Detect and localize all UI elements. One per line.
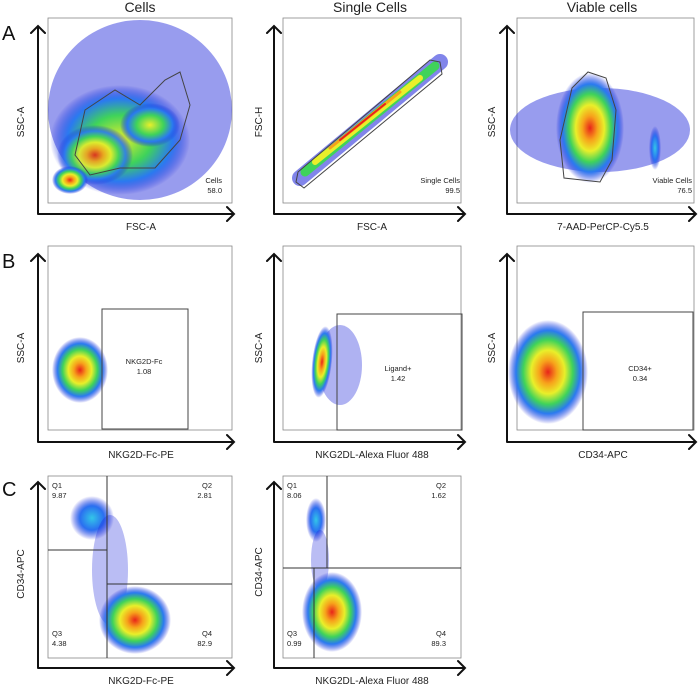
plot-frame (283, 246, 461, 430)
x-axis-label: CD34-APC (578, 450, 627, 461)
x-axis-label: 7-AAD-PerCP-Cy5.5 (557, 222, 649, 233)
quadrant-q2-value: 2.81 (197, 491, 212, 500)
y-axis-label: SSC-A (254, 332, 265, 363)
density-cloud (48, 20, 232, 200)
x-axis-label: NKG2DL-Alexa Fluor 488 (315, 450, 429, 461)
gate-value: 1.42 (391, 374, 406, 383)
y-axis-label: CD34-APC (16, 549, 27, 598)
density-cloud (508, 320, 588, 424)
quadrant-q4-label: Q4 (436, 629, 446, 638)
gate-label: CD34+ (628, 364, 652, 373)
gate-label: Ligand+ (385, 364, 413, 373)
y-axis-label: SSC-A (16, 332, 27, 363)
flow-cytometry-figure: Cells Single Cells Viable cells A B C Ce… (0, 0, 700, 685)
gate-value: 1.08 (137, 367, 152, 376)
column-title-single-cells: Single Cells (333, 0, 407, 15)
panel-b3: CD34+ 0.34 CD34-APC SSC-A (487, 246, 696, 461)
quadrant-q2-label: Q2 (202, 481, 212, 490)
quadrant-q3-value: 0.99 (287, 639, 302, 648)
quadrant-q1-label: Q1 (287, 481, 297, 490)
x-axis-label: NKG2DL-Alexa Fluor 488 (315, 676, 429, 685)
panel-a3: Viable Cells 76.5 7-AAD-PerCP-Cy5.5 SSC-… (487, 18, 696, 233)
x-axis-label: NKG2D-Fc-PE (108, 450, 174, 461)
panel-b1: NKG2D-Fc 1.08 NKG2D-Fc-PE SSC-A (16, 246, 234, 461)
column-title-cells: Cells (124, 0, 155, 15)
panel-c1: Q1 9.87 Q2 2.81 Q3 4.38 Q4 82.9 NKG2D-Fc… (16, 476, 234, 685)
row-label-b: B (2, 251, 15, 273)
x-axis-label: FSC-A (126, 222, 156, 233)
quadrant-q2-value: 1.62 (431, 491, 446, 500)
quadrant-q3-value: 4.38 (52, 639, 67, 648)
gate-label: Cells (205, 176, 222, 185)
quadrant-q2-label: Q2 (436, 481, 446, 490)
gate-value: 76.5 (677, 186, 692, 195)
gate-value: 58.0 (207, 186, 222, 195)
gate-value: 99.5 (445, 186, 460, 195)
panel-b2: Ligand+ 1.42 NKG2DL-Alexa Fluor 488 SSC-… (254, 246, 465, 461)
row-label-a: A (2, 23, 16, 45)
x-axis-label: NKG2D-Fc-PE (108, 676, 174, 685)
y-axis-label: SSC-A (487, 332, 498, 363)
y-axis-label: FSC-H (254, 107, 265, 138)
quadrant-q4-value: 82.9 (197, 639, 212, 648)
quadrant-q1-value: 9.87 (52, 491, 67, 500)
row-label-c: C (2, 479, 16, 501)
gate-value: 0.34 (633, 374, 648, 383)
gate-label: Single Cells (420, 176, 460, 185)
gate-label: Viable Cells (653, 176, 693, 185)
quadrant-q3-label: Q3 (52, 629, 62, 638)
panel-c2: Q1 8.06 Q2 1.62 Q3 0.99 Q4 89.3 NKG2DL-A… (254, 476, 465, 685)
quadrant-q1-value: 8.06 (287, 491, 302, 500)
x-axis-label: FSC-A (357, 222, 387, 233)
column-title-viable-cells: Viable cells (567, 0, 638, 15)
quadrant-q1-label: Q1 (52, 481, 62, 490)
gate-label: NKG2D-Fc (126, 357, 163, 366)
quadrant-q4-value: 89.3 (431, 639, 446, 648)
panel-a1: Cells 58.0 FSC-A SSC-A (16, 18, 234, 233)
panel-a2: Single Cells 99.5 FSC-A FSC-H (254, 18, 465, 233)
quadrant-q4-label: Q4 (202, 629, 212, 638)
y-axis-label: CD34-APC (254, 547, 265, 596)
y-axis-label: SSC-A (16, 106, 27, 137)
quadrant-q3-label: Q3 (287, 629, 297, 638)
density-cloud (52, 337, 108, 403)
y-axis-label: SSC-A (487, 106, 498, 137)
